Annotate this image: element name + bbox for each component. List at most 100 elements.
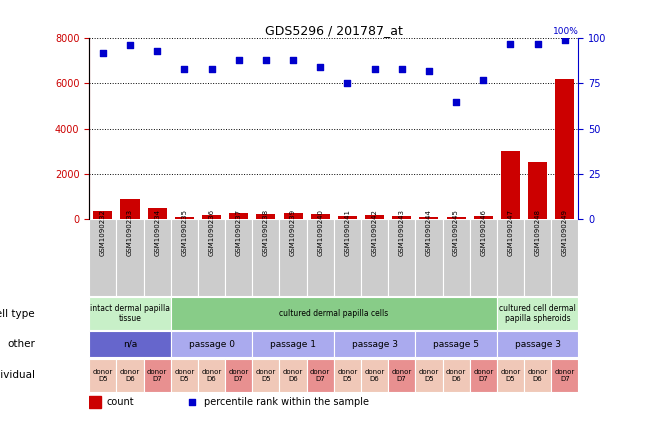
Bar <box>253 220 280 297</box>
Bar <box>361 220 388 297</box>
Text: GSM1090247: GSM1090247 <box>508 209 514 256</box>
Bar <box>280 359 307 392</box>
Point <box>424 67 434 74</box>
Point <box>532 40 543 47</box>
Point <box>125 42 136 49</box>
Bar <box>497 331 578 357</box>
Bar <box>171 331 253 357</box>
Bar <box>419 217 438 220</box>
Text: donor
D5: donor D5 <box>93 369 113 382</box>
Text: GSM1090240: GSM1090240 <box>317 209 323 256</box>
Text: GSM1090236: GSM1090236 <box>208 209 215 256</box>
Bar <box>388 359 415 392</box>
Bar <box>89 359 116 392</box>
Point <box>478 77 488 83</box>
Bar <box>470 220 497 297</box>
Point <box>206 66 217 72</box>
Text: donor
D5: donor D5 <box>500 369 521 382</box>
Bar <box>253 359 280 392</box>
Bar <box>171 220 198 297</box>
Text: GSM1090244: GSM1090244 <box>426 209 432 256</box>
Text: donor
D6: donor D6 <box>527 369 548 382</box>
Text: GSM1090243: GSM1090243 <box>399 209 405 256</box>
Text: intact dermal papilla
tissue: intact dermal papilla tissue <box>90 304 170 323</box>
Text: donor
D7: donor D7 <box>310 369 330 382</box>
Text: passage 3: passage 3 <box>352 340 397 349</box>
Bar <box>528 162 547 220</box>
Text: donor
D7: donor D7 <box>229 369 249 382</box>
Text: passage 0: passage 0 <box>188 340 235 349</box>
Text: donor
D6: donor D6 <box>120 369 140 382</box>
Text: GSM1090245: GSM1090245 <box>453 209 459 256</box>
Point <box>315 64 325 71</box>
Text: donor
D5: donor D5 <box>256 369 276 382</box>
Bar <box>229 213 249 220</box>
Text: donor
D7: donor D7 <box>147 369 167 382</box>
Bar <box>470 359 497 392</box>
Bar <box>116 359 143 392</box>
Bar <box>202 215 221 220</box>
Bar <box>338 216 357 220</box>
Bar <box>280 220 307 297</box>
Bar <box>198 359 225 392</box>
Text: passage 1: passage 1 <box>270 340 316 349</box>
Bar <box>89 220 116 297</box>
Bar <box>307 220 334 297</box>
Bar <box>253 331 334 357</box>
Bar <box>442 359 470 392</box>
Text: GSM1090238: GSM1090238 <box>263 209 269 256</box>
Bar <box>415 220 442 297</box>
Text: donor
D6: donor D6 <box>364 369 385 382</box>
Bar <box>198 220 225 297</box>
Point <box>342 80 353 87</box>
Bar <box>143 220 171 297</box>
Text: donor
D5: donor D5 <box>419 369 439 382</box>
Bar <box>497 359 524 392</box>
Point <box>505 40 516 47</box>
Bar <box>415 359 442 392</box>
Point <box>451 98 461 105</box>
Text: GSM1090242: GSM1090242 <box>371 209 377 256</box>
Bar <box>334 220 361 297</box>
Text: percentile rank within the sample: percentile rank within the sample <box>204 398 369 407</box>
Bar <box>415 331 497 357</box>
Point <box>98 49 108 56</box>
Point <box>288 56 298 63</box>
Text: GSM1090241: GSM1090241 <box>344 209 350 256</box>
Text: GSM1090248: GSM1090248 <box>535 209 541 256</box>
Bar <box>311 214 330 220</box>
Bar <box>365 215 384 220</box>
Text: GSM1090246: GSM1090246 <box>481 209 486 256</box>
Title: GDS5296 / 201787_at: GDS5296 / 201787_at <box>265 24 403 37</box>
Text: individual: individual <box>0 370 35 380</box>
Text: GSM1090232: GSM1090232 <box>100 209 106 256</box>
Text: GSM1090235: GSM1090235 <box>181 209 187 256</box>
Bar <box>361 359 388 392</box>
Bar <box>147 208 167 220</box>
Bar <box>93 212 112 220</box>
Text: GSM1090234: GSM1090234 <box>154 209 160 256</box>
Bar <box>497 220 524 297</box>
Point <box>559 36 570 43</box>
Point <box>397 66 407 72</box>
Text: GSM1090239: GSM1090239 <box>290 209 296 256</box>
Point <box>152 47 163 54</box>
Text: GSM1090249: GSM1090249 <box>562 209 568 256</box>
Bar <box>89 297 171 330</box>
Bar <box>334 331 415 357</box>
Bar <box>447 217 465 220</box>
Text: n/a: n/a <box>123 340 137 349</box>
Point <box>369 66 380 72</box>
Text: count: count <box>106 398 134 407</box>
Text: donor
D7: donor D7 <box>391 369 412 382</box>
Bar <box>497 297 578 330</box>
Bar <box>171 359 198 392</box>
Text: donor
D5: donor D5 <box>337 369 358 382</box>
Point <box>260 56 271 63</box>
Bar <box>89 396 102 409</box>
Bar <box>555 79 574 220</box>
Bar <box>225 220 253 297</box>
Bar <box>524 359 551 392</box>
Text: GSM1090237: GSM1090237 <box>236 209 242 256</box>
Text: donor
D6: donor D6 <box>446 369 466 382</box>
